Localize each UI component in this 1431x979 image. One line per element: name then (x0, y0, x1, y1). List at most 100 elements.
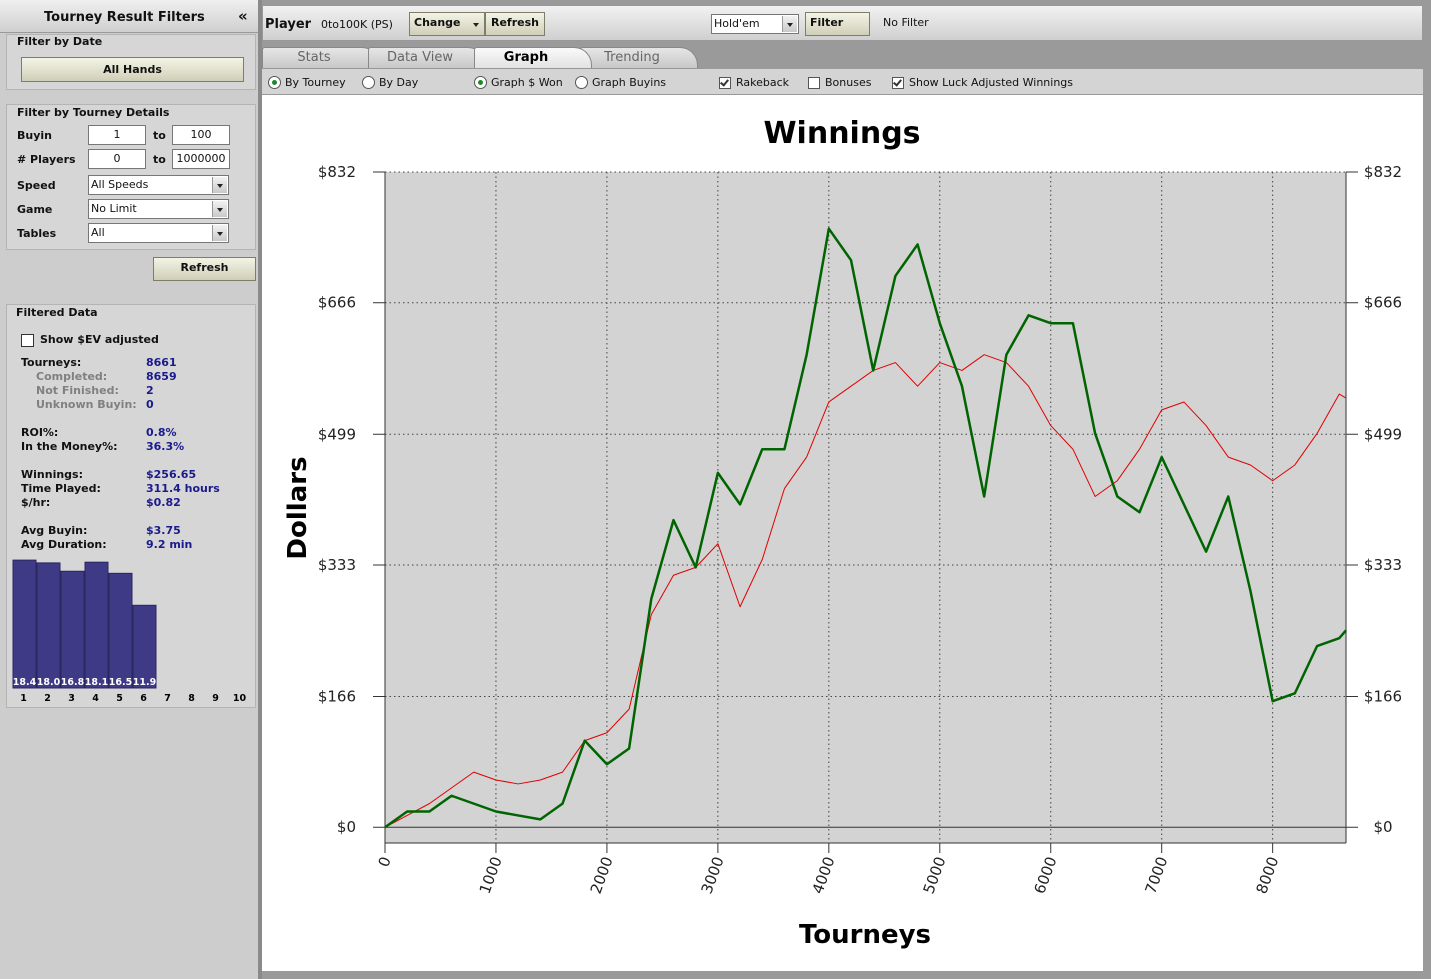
x-tick-label: 2 (44, 693, 51, 704)
stat-value: $3.75 (146, 524, 181, 537)
range-sep: to (153, 129, 166, 142)
bar (36, 562, 61, 689)
change-button[interactable]: Change (409, 12, 485, 36)
check-mark (720, 77, 729, 87)
date-panel: Filter by Date All Hands (6, 34, 256, 90)
x-tick-label: 5 (116, 693, 123, 704)
field-label: # Players (17, 153, 76, 166)
checkbox-label: Show $EV adjusted (40, 333, 159, 346)
checkbox[interactable] (808, 77, 820, 89)
x-tick-label: 8000 (1252, 854, 1282, 896)
player-label: Player (265, 17, 312, 32)
y-tick-label: $333 (318, 556, 356, 574)
check-mark (893, 77, 902, 87)
y2-tick-label: $666 (1364, 294, 1402, 312)
graph-options: By Tourney By Day Graph $ Won Graph Buyins R… (262, 68, 1423, 95)
option-label: By Day (379, 76, 419, 89)
checkbox[interactable] (719, 77, 731, 89)
sidebar-header: Tourney Result Filters « (0, 0, 258, 33)
stat-value: 2 (146, 384, 154, 397)
radio[interactable] (575, 76, 588, 89)
bar (12, 559, 37, 689)
bar-value-label: 18.4 (13, 677, 37, 688)
option-label: Rakeback (736, 76, 790, 89)
stat-label: Not Finished: (36, 384, 119, 397)
range-to[interactable]: 100 (172, 125, 230, 145)
stat-value: 311.4 hours (146, 482, 220, 495)
radio[interactable] (362, 76, 375, 89)
series-line (384, 227, 1347, 829)
bar (84, 561, 109, 689)
x-tick-label: 1000 (476, 854, 506, 896)
refresh-button[interactable]: Refresh (153, 257, 256, 281)
radio[interactable] (474, 76, 487, 89)
chart-title: Winnings (763, 116, 920, 151)
radio[interactable] (268, 76, 281, 89)
option-label: By Tourney (285, 76, 346, 89)
x-tick-label: 1 (20, 693, 27, 704)
bar-value-label: 16.5 (109, 677, 132, 688)
x-tick-label: 4000 (809, 854, 839, 896)
stat-label: ROI%: (21, 426, 59, 439)
tab[interactable]: Trending (580, 47, 698, 68)
field-label: Game (17, 203, 53, 216)
tab[interactable]: Stats (262, 47, 380, 68)
stat-label: Unknown Buyin: (36, 398, 137, 411)
tab[interactable]: Data View (368, 47, 486, 68)
select[interactable]: All Speeds (88, 175, 229, 195)
x-tick-label: 0 (375, 854, 395, 869)
dropdown-arrow[interactable] (212, 225, 227, 241)
y-tick-label: $166 (318, 688, 356, 706)
y-tick-label: $666 (318, 294, 356, 312)
refresh-button[interactable]: Refresh (485, 12, 545, 36)
x-tick-label: 7 (164, 693, 171, 704)
filter-button[interactable]: Filter (805, 12, 870, 36)
range-from[interactable]: 0 (88, 149, 146, 169)
tab-strip: Stats Data View Graph Trending (262, 44, 1423, 68)
section-heading: Filtered Data (16, 306, 98, 319)
winnings-chart: Winnings Dollars Tourneys $0 $0 $166 $166 $3… (262, 95, 1423, 971)
x-tick-label: 2000 (587, 854, 617, 896)
stat-label: Avg Buyin: (21, 524, 88, 537)
range-from[interactable]: 1 (88, 125, 146, 145)
x-tick-label: 6 (140, 693, 147, 704)
field-label: Speed (17, 179, 56, 192)
checkbox[interactable] (892, 77, 904, 89)
stat-value: 9.2 min (146, 538, 193, 551)
select[interactable]: All (88, 223, 229, 243)
x-tick-label: 5000 (920, 854, 950, 896)
game-value: Hold'em (714, 17, 760, 30)
checkbox[interactable] (21, 334, 34, 347)
sidebar: Tourney Result Filters « Filter by Date … (0, 0, 262, 979)
collapse-button[interactable]: « (238, 7, 248, 25)
y2-tick-label: $166 (1364, 688, 1402, 706)
section-heading: Filter by Tourney Details (17, 106, 170, 119)
option-label: Bonuses (825, 76, 872, 89)
section-heading: Filter by Date (17, 35, 103, 48)
select[interactable]: No Limit (88, 199, 229, 219)
bar (60, 570, 85, 689)
tab[interactable]: Graph (474, 47, 592, 68)
stat-value: 8661 (146, 356, 177, 369)
x-tick-label: 9 (212, 693, 219, 704)
dropdown-arrow[interactable] (212, 177, 227, 193)
option-label: Show Luck Adjusted Winnings (909, 76, 1074, 89)
x-tick-label: 10 (233, 693, 247, 704)
histogram: 18.4 1 18.0 2 16.8 3 18.1 4 16.5 5 11.9 6 7 8 9 10 (12, 559, 247, 704)
y-tick-label: $832 (318, 163, 356, 181)
filter-status: No Filter (883, 16, 929, 29)
x-tick-label: 3 (68, 693, 75, 704)
x-tick-label: 8 (188, 693, 195, 704)
x-tick-label: 7000 (1141, 854, 1171, 896)
all-hands-button[interactable]: All Hands (21, 57, 244, 82)
x-tick-label: 4 (92, 693, 99, 704)
y-tick-label: $0 (337, 818, 356, 836)
stat-label: Completed: (36, 370, 108, 383)
range-to[interactable]: 1000000 (172, 149, 230, 169)
stat-label: $/hr: (21, 496, 51, 509)
dropdown-arrow[interactable] (212, 201, 227, 217)
sidebar-title: Tourney Result Filters (44, 10, 205, 25)
topbar: Player 0to100K (PS) Change Refresh Hold'… (262, 5, 1423, 41)
game-select[interactable]: Hold'em (711, 14, 799, 34)
